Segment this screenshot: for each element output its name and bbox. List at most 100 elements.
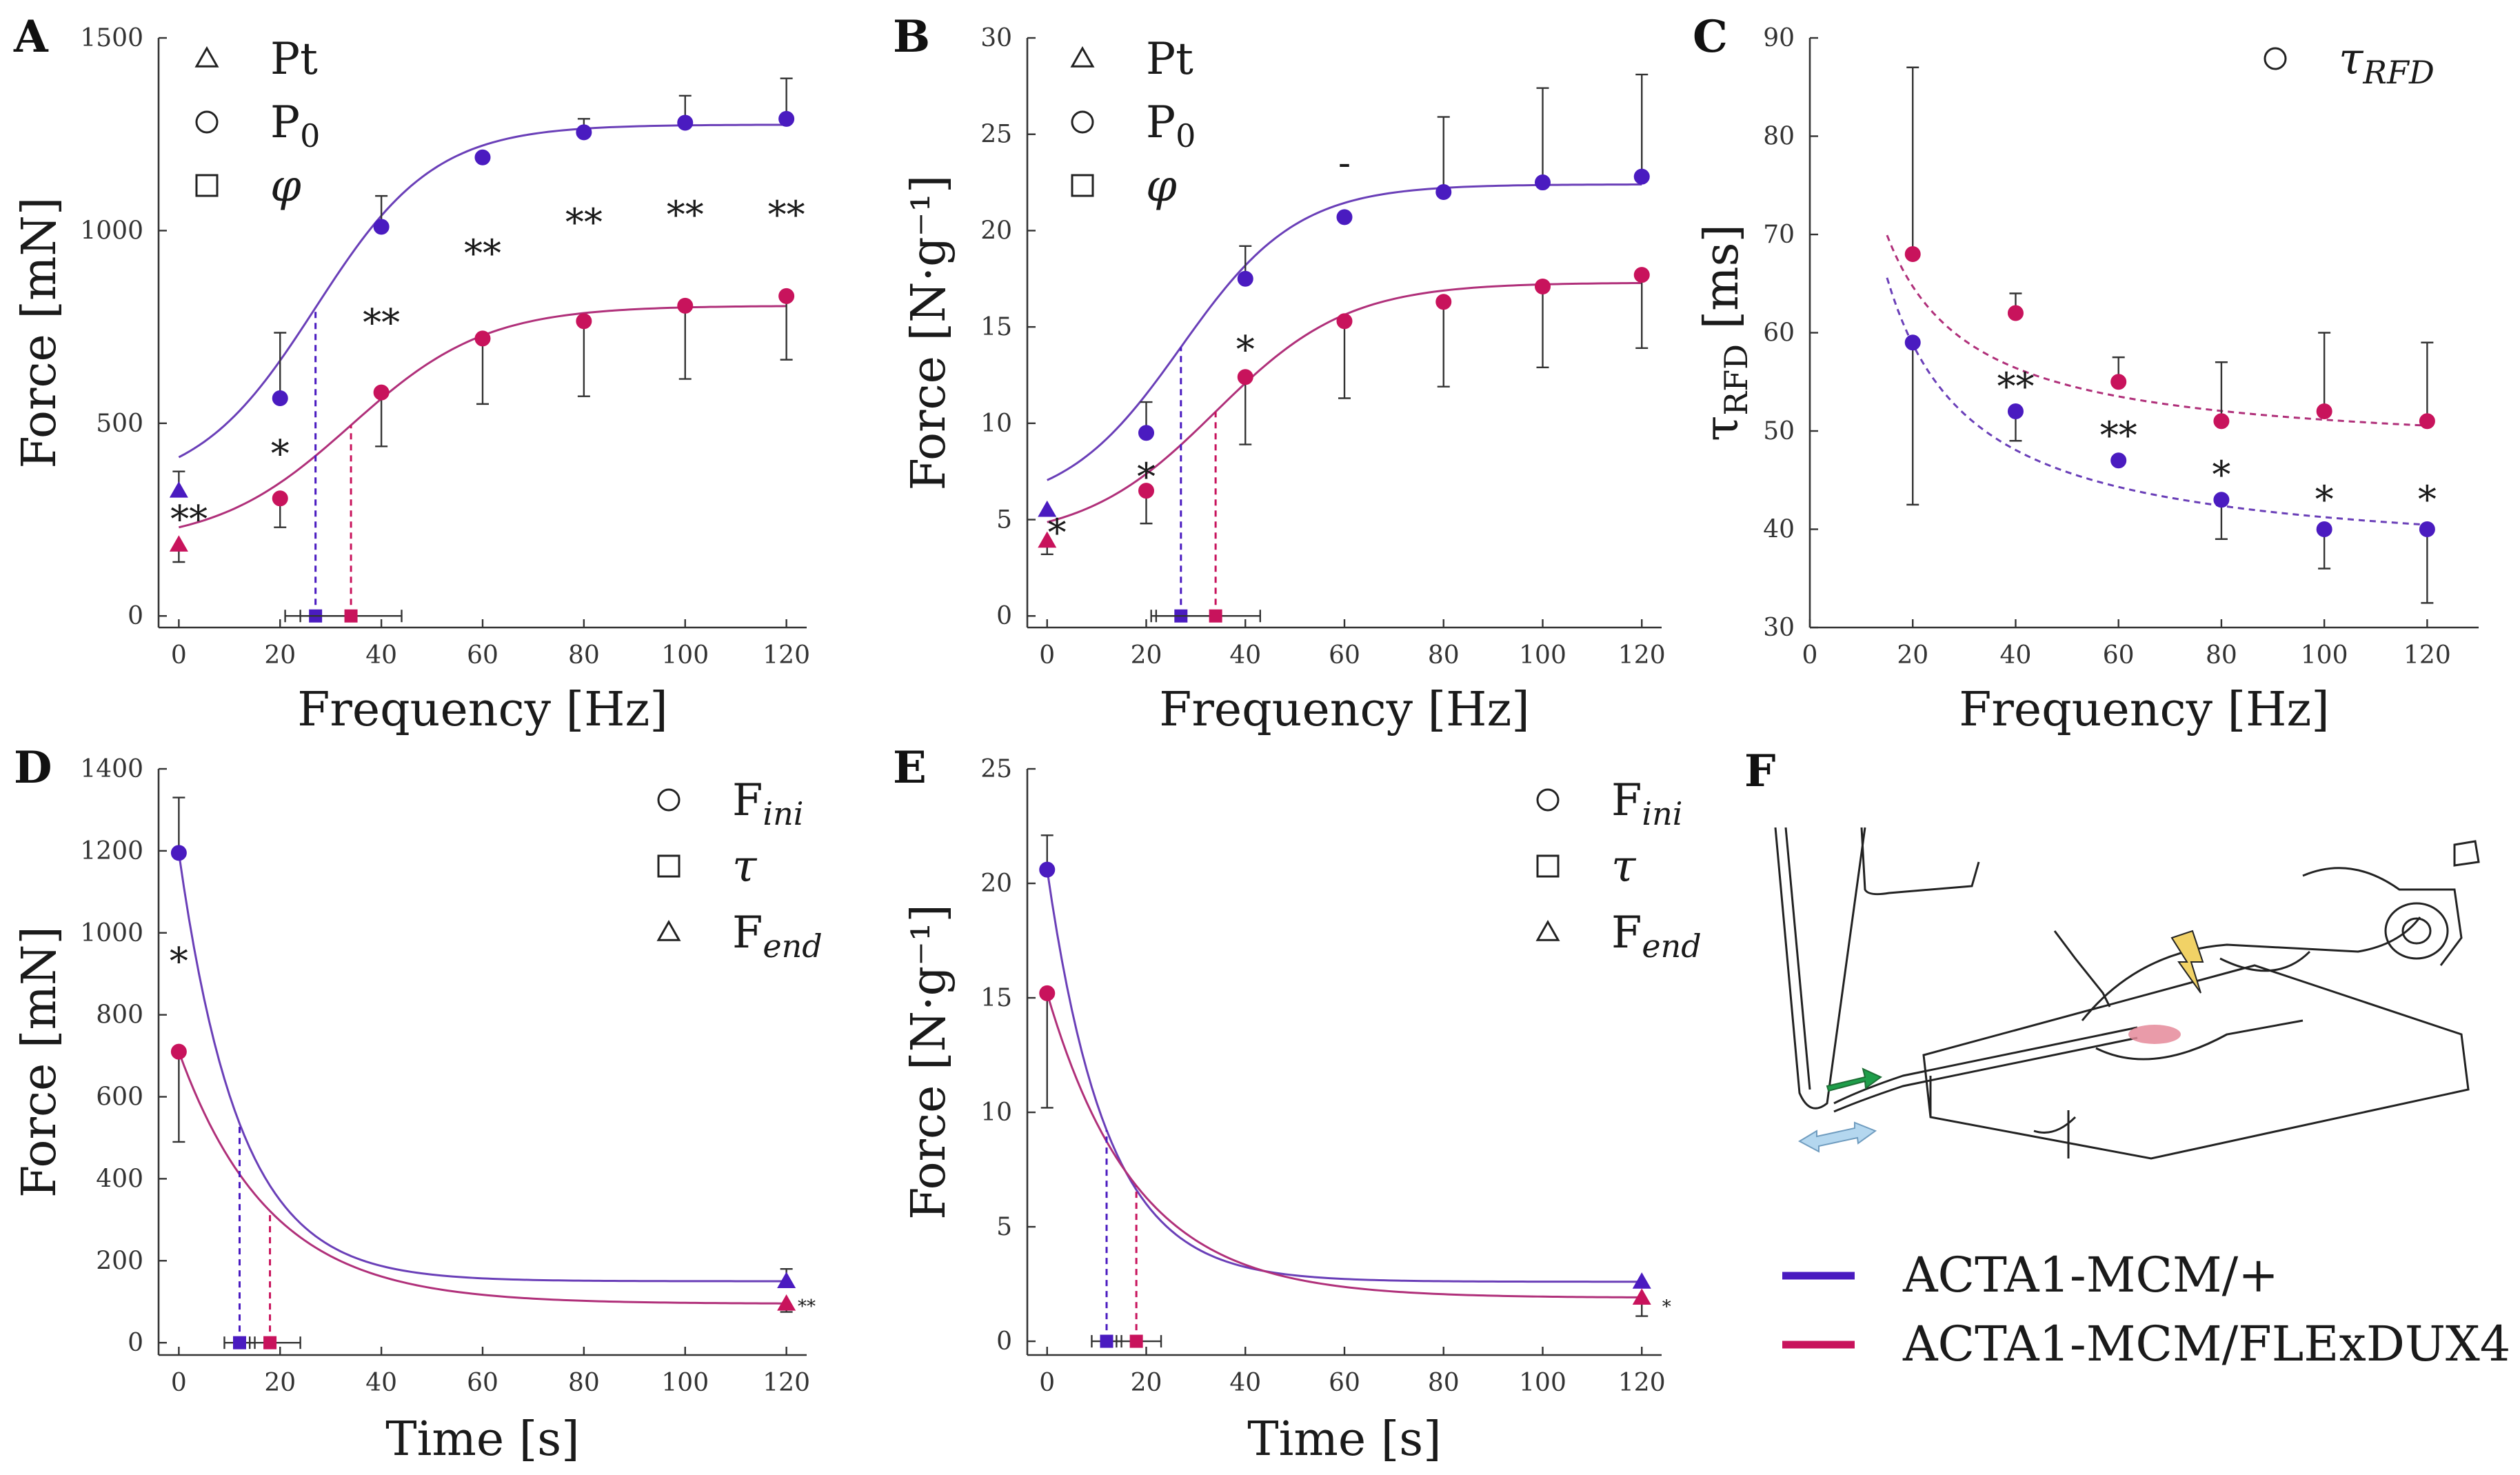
data-point (1632, 1288, 1651, 1305)
significance-mark: * (271, 432, 290, 476)
legend-circle-icon (1071, 110, 1094, 134)
significance-mark: ** (363, 301, 400, 345)
x-tick-label: 100 (1519, 1369, 1566, 1397)
x-tick-label: 120 (1618, 1369, 1666, 1397)
data-point (1038, 531, 1057, 548)
legend-square-icon (1536, 854, 1560, 878)
legend-label: P0 (270, 97, 320, 154)
x-tick-label: 120 (2403, 641, 2451, 670)
x-tick-label: 40 (365, 1369, 397, 1397)
fit-curve (177, 1051, 787, 1305)
legend-triangle-icon (1070, 46, 1095, 68)
significance-mark: - (1338, 141, 1351, 185)
significance-mark: * (2212, 453, 2230, 496)
data-point (677, 114, 694, 131)
x-tick-label: 120 (763, 1369, 810, 1397)
y-tick-label: 1400 (80, 755, 143, 783)
data-point (272, 390, 288, 406)
y-tick-label: 15 (980, 984, 1012, 1012)
square-marker (233, 1336, 246, 1349)
muscle-highlight (2128, 1025, 2181, 1044)
panel-c: 0 20 40 60 80 100 120 30 40 50 60 70 80 90 C Frequency … (1693, 11, 2479, 737)
data-point (2419, 521, 2435, 537)
panel-label: C (1693, 11, 1728, 63)
data-point (373, 219, 390, 235)
y-tick-label: 25 (980, 755, 1012, 783)
y-tick-label: 1500 (80, 24, 143, 52)
data-point (1435, 294, 1452, 310)
significance-mark: * (1236, 328, 1255, 372)
stimulation-bolt-icon (2170, 930, 2204, 994)
x-tick-label: 0 (171, 641, 187, 670)
x-tick-label: 0 (1039, 641, 1055, 670)
y-axis-label: Force [mN] (12, 197, 67, 469)
legend-label: P0 (1146, 97, 1196, 154)
x-tick-label: 100 (1519, 641, 1566, 670)
x-tick-label: 80 (1428, 1369, 1460, 1397)
data-point (576, 313, 592, 330)
y-tick-label: 80 (1763, 123, 1795, 151)
data-point (1435, 184, 1452, 201)
legend-label-wt: ACTA1-MCM/+ (1902, 1247, 2279, 1303)
legend-label: τ (732, 841, 758, 892)
y-tick-label: 0 (128, 1329, 143, 1357)
data-point (1038, 500, 1057, 517)
data-point (576, 124, 592, 141)
y-tick-label: 5 (996, 506, 1012, 534)
x-tick-label: 80 (1428, 641, 1460, 670)
y-tick-label: 70 (1763, 221, 1795, 249)
legend-square-icon (1071, 174, 1094, 197)
data-point (373, 384, 390, 401)
y-tick-label: 800 (96, 1001, 143, 1030)
y-tick-label: 15 (980, 313, 1012, 341)
legend-label: τRFD (2339, 34, 2435, 91)
significance-mark: ** (798, 1296, 816, 1317)
data-point (1632, 1272, 1651, 1289)
data-point (778, 110, 795, 127)
x-tick-label: 100 (661, 1369, 709, 1397)
data-point (2007, 305, 2024, 321)
x-axis-label: Frequency [Hz] (297, 683, 668, 737)
x-tick-label: 20 (1131, 641, 1162, 670)
y-tick-label: 60 (1763, 319, 1795, 348)
data-point (2110, 452, 2127, 469)
x-axis-label: Frequency [Hz] (1959, 683, 2330, 737)
legend-label: Pt (270, 34, 318, 85)
panel-label: B (893, 11, 930, 63)
y-tick-label: 1000 (80, 919, 143, 947)
data-point (2213, 413, 2230, 430)
y-tick-label: 600 (96, 1083, 143, 1112)
y-tick-label: 400 (96, 1165, 143, 1193)
fit-curve (177, 852, 787, 1283)
y-tick-label: 1200 (80, 837, 143, 865)
data-point (2316, 403, 2332, 419)
x-tick-label: 20 (1131, 1369, 1162, 1397)
square-marker (263, 1336, 277, 1349)
length-arrow-icon (1797, 1121, 1877, 1153)
legend-label: Fini (732, 775, 803, 832)
x-tick-label: 100 (2301, 641, 2348, 670)
x-tick-label: 120 (1618, 641, 1666, 670)
y-axis-label: Force [mN] (12, 926, 67, 1198)
significance-mark: ** (2100, 414, 2137, 457)
data-point (2110, 374, 2127, 390)
legend-label: φ (1146, 161, 1177, 212)
data-point (1336, 313, 1353, 330)
force-arrow-icon (1826, 1067, 1882, 1092)
data-point (677, 297, 694, 314)
data-point (1138, 425, 1154, 441)
data-point (777, 1272, 796, 1288)
fit-curve (1046, 869, 1642, 1283)
panel-a: 0 20 40 60 80 100 120 0 500 1000 1500 A Frequency [H… (12, 11, 810, 737)
data-point (474, 149, 491, 165)
legend-circle-icon (195, 110, 219, 134)
y-tick-label: 40 (1763, 516, 1795, 544)
y-tick-label: 200 (96, 1247, 143, 1275)
legend-circle-icon (657, 788, 681, 812)
legend-triangle-icon (656, 920, 681, 941)
x-tick-label: 100 (661, 641, 709, 670)
x-tick-label: 20 (264, 641, 296, 670)
panel-label: E (893, 742, 927, 794)
panel-f-label: F (1744, 745, 1775, 797)
